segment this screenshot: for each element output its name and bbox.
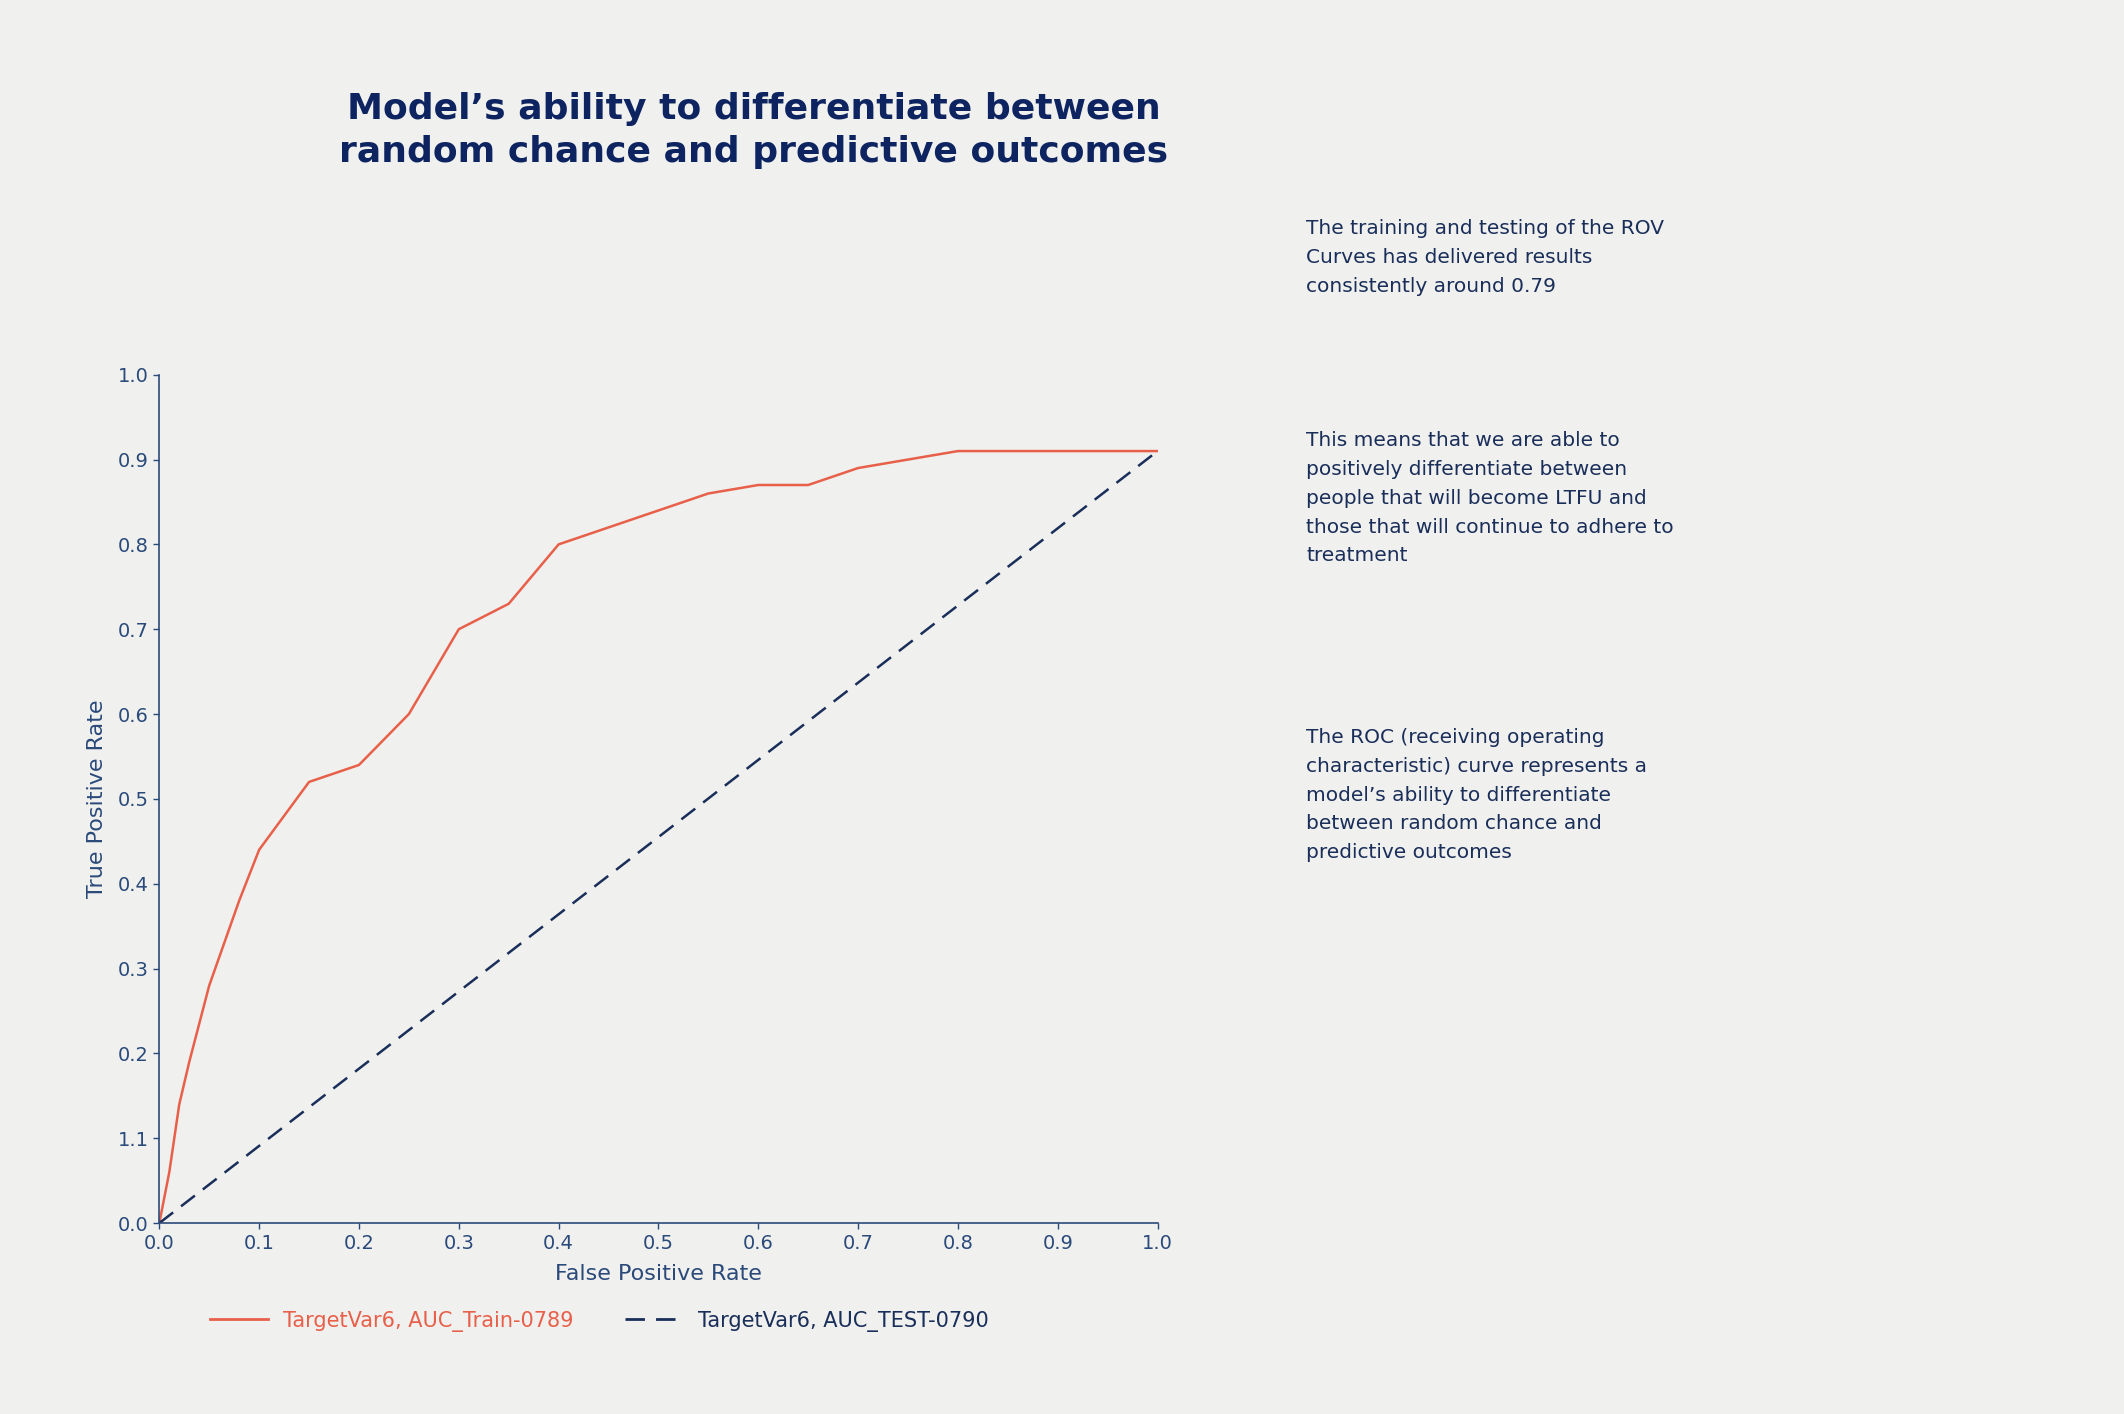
Y-axis label: True Positive Rate: True Positive Rate [87, 700, 106, 898]
Text: Model’s ability to differentiate between
random chance and predictive outcomes: Model’s ability to differentiate between… [340, 92, 1168, 170]
Legend: TargetVar6, AUC_Train-0789, TargetVar6, AUC_TEST-0790: TargetVar6, AUC_Train-0789, TargetVar6, … [202, 1302, 998, 1340]
X-axis label: False Positive Rate: False Positive Rate [554, 1264, 763, 1284]
Text: The training and testing of the ROV
Curves has delivered results
consistently ar: The training and testing of the ROV Curv… [1306, 219, 1665, 296]
Text: The ROC (receiving operating
characteristic) curve represents a
model’s ability : The ROC (receiving operating characteris… [1306, 728, 1648, 863]
Text: This means that we are able to
positively differentiate between
people that will: This means that we are able to positivel… [1306, 431, 1674, 566]
